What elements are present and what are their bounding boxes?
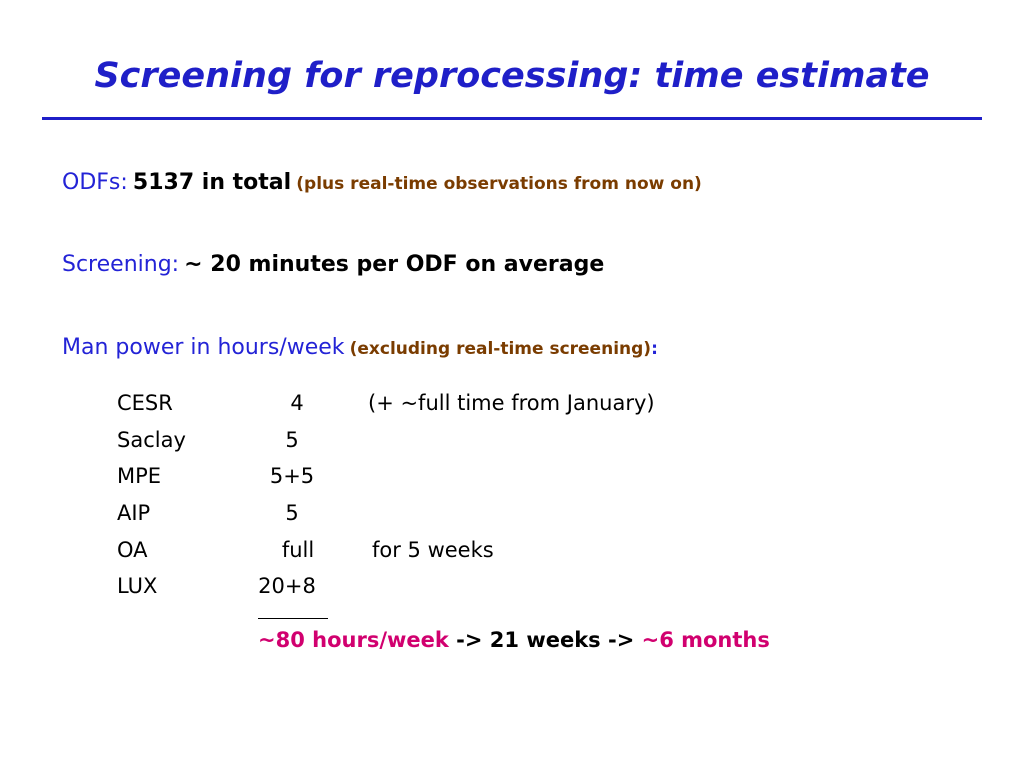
screening-label: Screening: bbox=[62, 252, 180, 277]
row-hours: full bbox=[281, 538, 315, 562]
row-name: Saclay bbox=[117, 428, 186, 452]
row-comment: for 5 weeks bbox=[372, 538, 494, 562]
row-name: AIP bbox=[117, 501, 151, 525]
screening-line: Screening: ~ 20 minutes per ODF on avera… bbox=[62, 252, 604, 277]
odfs-line: ODFs: 5137 in total (plus real-time obse… bbox=[62, 170, 702, 195]
row-hours: 4 bbox=[290, 391, 304, 415]
row-comment: (+ ~full time from January) bbox=[368, 391, 655, 415]
odfs-label: ODFs: bbox=[62, 170, 128, 195]
summary-weeks: -> 21 weeks -> bbox=[456, 628, 635, 652]
row-hours: 20+8 bbox=[258, 574, 316, 598]
summary-line: ~80 hours/week -> 21 weeks -> ~6 months bbox=[258, 628, 770, 652]
manpower-colon: : bbox=[651, 339, 658, 359]
manpower-line: Man power in hours/week (excluding real-… bbox=[62, 335, 658, 360]
title-divider bbox=[42, 117, 982, 120]
screening-value: ~ 20 minutes per ODF on average bbox=[184, 252, 605, 277]
odfs-value: 5137 in total bbox=[132, 170, 292, 195]
slide-title: Screening for reprocessing: time estimat… bbox=[94, 56, 930, 96]
row-name: CESR bbox=[117, 391, 173, 415]
odfs-note: (plus real-time observations from now on… bbox=[296, 174, 702, 194]
row-name: OA bbox=[117, 538, 148, 562]
row-hours: 5+5 bbox=[269, 464, 315, 488]
row-name: MPE bbox=[117, 464, 162, 488]
manpower-label: Man power in hours/week bbox=[62, 335, 345, 360]
summary-total: ~80 hours/week bbox=[258, 628, 449, 652]
sum-underline bbox=[258, 618, 328, 619]
summary-result: ~6 months bbox=[641, 628, 770, 652]
row-hours: 5 bbox=[285, 501, 299, 525]
manpower-note: (excluding real-time screening) bbox=[349, 339, 652, 359]
row-hours: 5 bbox=[285, 428, 299, 452]
row-name: LUX bbox=[117, 574, 158, 598]
